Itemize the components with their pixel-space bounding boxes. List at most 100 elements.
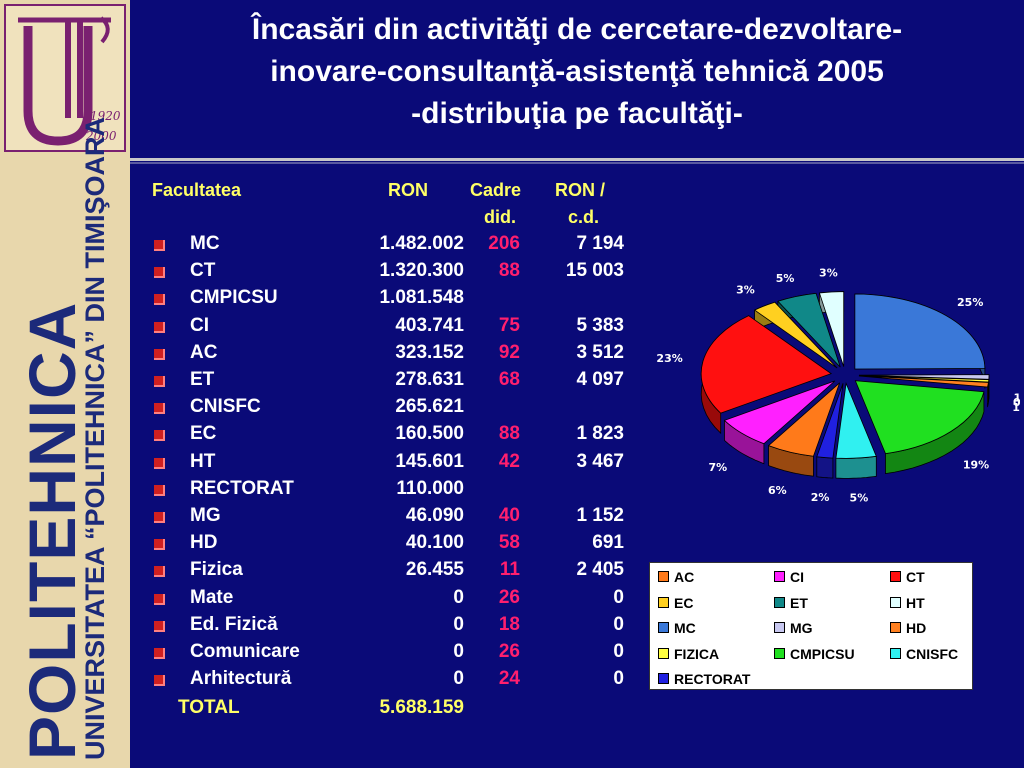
legend-swatch	[658, 622, 669, 633]
university-short-name: POLITEHNICA	[15, 301, 89, 760]
faculty-ron: 265.621	[395, 396, 464, 418]
pie-slice-side	[835, 455, 877, 479]
logo-emblem-icon: 1920 2000	[18, 16, 121, 146]
faculty-ron: 26.455	[405, 559, 464, 581]
legend-label: AC	[674, 569, 695, 585]
faculty-name: Fizica	[190, 559, 243, 581]
faculty-cadre: 206	[488, 233, 520, 254]
faculty-ratio: 4 097	[576, 369, 624, 390]
faculty-ron: 0	[453, 668, 464, 690]
legend-label: MG	[790, 620, 813, 636]
chart-legend: AC CI CT EC ET HT MC MG HD FIZICA CMPICSU CNISFC REC…	[649, 562, 973, 690]
legend-swatch	[890, 596, 901, 608]
faculty-ron: 1.320.300	[379, 260, 464, 282]
legend-item: CMPICSU	[774, 646, 855, 662]
legend-swatch	[658, 596, 669, 608]
faculty-ron: 160.500	[395, 423, 464, 445]
faculty-cadre: 11	[499, 559, 520, 581]
faculty-name: HD	[190, 532, 218, 554]
title-line-3: -distribuţia pe facultăţi-	[411, 97, 743, 130]
legend-item: CNISFC	[890, 646, 958, 662]
row-bullet-icon	[154, 675, 165, 687]
faculty-ron: 0	[453, 613, 464, 635]
faculty-cadre: 88	[498, 423, 520, 445]
row-bullet-icon	[154, 484, 165, 496]
faculty-cadre: 18	[498, 613, 520, 635]
faculty-ratio: 0	[613, 613, 624, 635]
legend-swatch	[658, 571, 669, 582]
faculty-cadre: 58	[498, 532, 520, 554]
pie-slice-label: 7%	[708, 461, 727, 474]
row-bullet-icon	[154, 430, 165, 442]
faculty-ron: 110.000	[396, 477, 464, 499]
faculty-ron: 1.482.002	[379, 233, 464, 254]
pie-slice-cmpicsu	[854, 380, 985, 455]
legend-swatch	[774, 596, 785, 608]
header-cadre-sub: did.	[484, 207, 516, 227]
faculty-ron: 145.601	[395, 450, 464, 472]
header-faculty: Facultatea	[152, 180, 242, 200]
faculty-cadre: 24	[498, 668, 520, 690]
faculty-ratio: 15 003	[565, 260, 624, 282]
faculty-ron: 403.741	[395, 314, 464, 336]
slide-header: Încasări din activităţi de cercetare-dez…	[130, 0, 1024, 158]
pie-slice-cnisfc	[835, 381, 877, 459]
faculty-ron: 323.152	[395, 341, 464, 363]
faculty-ron: 1.081.548	[379, 287, 464, 309]
faculty-name: MG	[190, 505, 221, 526]
legend-label: HD	[906, 620, 927, 636]
row-bullet-icon	[154, 593, 165, 605]
faculty-ron: 0	[453, 641, 464, 662]
row-bullet-icon	[154, 566, 165, 578]
header-ron: RON	[388, 180, 428, 200]
legend-item: HT	[890, 595, 925, 611]
faculty-name: Comunicare	[190, 641, 300, 662]
row-bullet-icon	[154, 376, 165, 387]
legend-item: HD	[890, 620, 926, 636]
faculty-name: Ed. Fizică	[190, 613, 278, 635]
pie-slice-ec2	[753, 301, 838, 369]
pie-slice-label: 19%	[963, 459, 989, 472]
pie-slice-side	[816, 456, 834, 479]
pie-slice-label: 5%	[776, 272, 795, 285]
faculty-cadre: 26	[498, 586, 520, 608]
title-line-1: Încasări din activităţi de cercetare-dez…	[251, 13, 903, 46]
logo-year-start: 1920	[90, 109, 121, 123]
pie-slice-ec	[767, 382, 841, 457]
pie-slice-ct	[700, 315, 833, 414]
faculty-name: Arhitectură	[190, 668, 292, 690]
row-bullet-icon	[154, 403, 165, 415]
legend-label: CMPICSU	[790, 645, 855, 662]
header-divider	[130, 158, 1024, 161]
pie-chart: 25% 1%0%1% 19% 5% 2% 6% 7% 23% 3% 5% 3%	[656, 267, 1020, 505]
faculty-name: MC	[190, 233, 220, 254]
faculty-ratio: 0	[613, 641, 624, 662]
legend-swatch	[890, 622, 901, 633]
faculty-name: RECTORAT	[190, 477, 294, 499]
header-ratio-sub: c.d.	[568, 207, 600, 227]
row-bullet-icon	[154, 267, 165, 279]
university-logo: 1920 2000	[4, 4, 126, 152]
faculty-ratio: 1 823	[576, 423, 624, 445]
legend-item: AC	[658, 569, 694, 585]
total-label: TOTAL	[178, 697, 240, 718]
legend-swatch	[774, 622, 785, 633]
faculty-name: CI	[190, 314, 209, 336]
faculty-name: EC	[190, 423, 217, 445]
pie-slice-mc	[854, 293, 986, 370]
row-bullet-icon	[154, 512, 165, 523]
faculty-ron: 46.090	[405, 505, 464, 526]
faculty-ratio: 2 405	[576, 559, 624, 581]
legend-label: EC	[674, 594, 694, 611]
logo-year-end: 2000	[85, 129, 117, 143]
legend-swatch	[658, 673, 669, 684]
pie-slice-label: 1%	[1012, 401, 1020, 414]
faculty-name: AC	[190, 341, 218, 363]
faculty-cadre: 92	[498, 341, 520, 363]
faculty-ratio: 691	[592, 532, 624, 554]
legend-item: CI	[774, 569, 804, 585]
faculty-name: CT	[190, 260, 216, 282]
faculty-ratio: 0	[613, 586, 624, 608]
legend-label: CI	[790, 569, 804, 585]
faculty-cadre: 88	[498, 260, 520, 282]
